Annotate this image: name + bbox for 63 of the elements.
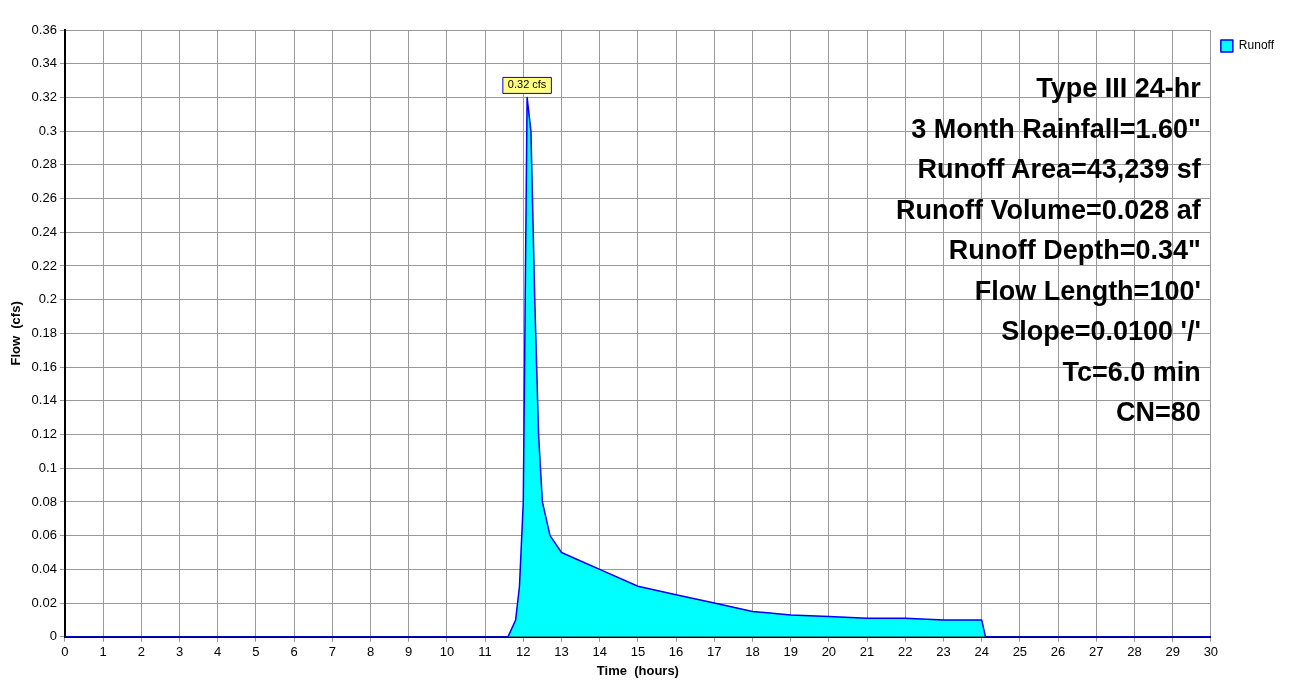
y-tick-label: 0.02 xyxy=(31,594,57,610)
annotation: Runoff Volume=0.028 af xyxy=(896,194,1202,225)
x-tick-label: 22 xyxy=(898,644,913,660)
annotation: 0.32 cfs xyxy=(507,78,547,91)
y-tick-label: 0.18 xyxy=(31,324,57,340)
annotation: Flow Length=100' xyxy=(974,275,1201,306)
x-tick-label: 4 xyxy=(214,644,222,660)
annotation: Runoff Area=43,239 sf xyxy=(917,154,1202,185)
y-tick-label: 0.04 xyxy=(31,560,57,576)
annotation: Runoff Depth=0.34" xyxy=(948,235,1201,266)
x-tick-label: 15 xyxy=(630,644,646,660)
x-tick-label: 19 xyxy=(783,644,798,660)
y-tick-label: 0.36 xyxy=(31,21,57,37)
x-tick-label: 29 xyxy=(1165,644,1180,660)
x-tick-label: 21 xyxy=(859,644,875,660)
y-tick-label: 0.22 xyxy=(31,257,57,273)
y-tick-label: 0.1 xyxy=(38,459,57,475)
y-tick-label: 0.14 xyxy=(31,392,57,408)
x-tick-label: 1 xyxy=(99,644,107,660)
annotation: Type III 24-hr xyxy=(1036,73,1202,104)
y-tick-label: 0.16 xyxy=(31,358,57,374)
x-tick-label: 8 xyxy=(366,644,375,660)
legend-label: Runoff xyxy=(1238,38,1275,53)
x-tick-label: 28 xyxy=(1127,644,1142,660)
x-tick-label: 27 xyxy=(1089,644,1104,660)
x-tick-label: 17 xyxy=(707,644,722,660)
x-tick-label: 14 xyxy=(592,644,607,660)
y-tick-label: 0.24 xyxy=(31,223,57,239)
x-tick-label: 25 xyxy=(1012,644,1028,660)
x-tick-label: 16 xyxy=(668,644,684,660)
x-tick-label: 3 xyxy=(175,644,184,660)
x-tick-label: 18 xyxy=(745,644,760,660)
annotation: CN=80 xyxy=(1116,397,1201,428)
y-tick-label: 0.34 xyxy=(31,55,57,71)
y-tick-label: 0.2 xyxy=(38,291,57,307)
x-tick-label: 26 xyxy=(1050,644,1066,660)
y-tick-label: 0.12 xyxy=(31,426,57,442)
y-tick-label: 0.08 xyxy=(31,493,57,509)
annotation: 3 Month Rainfall=1.60" xyxy=(911,113,1201,144)
y-tick-label: 0.3 xyxy=(38,122,57,138)
x-tick-label: 10 xyxy=(439,644,455,660)
y-tick-label: 0.32 xyxy=(31,89,57,104)
x-tick-label: 24 xyxy=(974,644,989,660)
y-axis-title: Flow (cfs) xyxy=(8,301,24,366)
x-tick-label: 12 xyxy=(516,644,531,660)
x-tick-label: 30 xyxy=(1203,644,1219,660)
y-tick-label: 0.28 xyxy=(31,156,57,172)
x-tick-label: 20 xyxy=(821,644,837,660)
y-tick-label: 0.26 xyxy=(31,190,57,206)
x-axis-title: Time (hours) xyxy=(596,662,679,678)
x-tick-label: 13 xyxy=(554,644,569,660)
x-tick-label: 5 xyxy=(252,644,260,660)
y-tick-label: 0.06 xyxy=(31,527,57,543)
annotation: Slope=0.0100 '/' xyxy=(1001,316,1201,347)
x-tick-label: 6 xyxy=(290,644,298,660)
annotation: Tc=6.0 min xyxy=(1062,356,1201,387)
x-tick-label: 0 xyxy=(61,644,69,660)
x-tick-label: 9 xyxy=(405,644,413,660)
x-tick-label: 11 xyxy=(478,644,492,660)
y-tick-label: 0 xyxy=(49,628,57,644)
x-tick-label: 7 xyxy=(328,644,336,660)
x-tick-label: 23 xyxy=(936,644,951,660)
x-tick-label: 2 xyxy=(137,644,145,660)
